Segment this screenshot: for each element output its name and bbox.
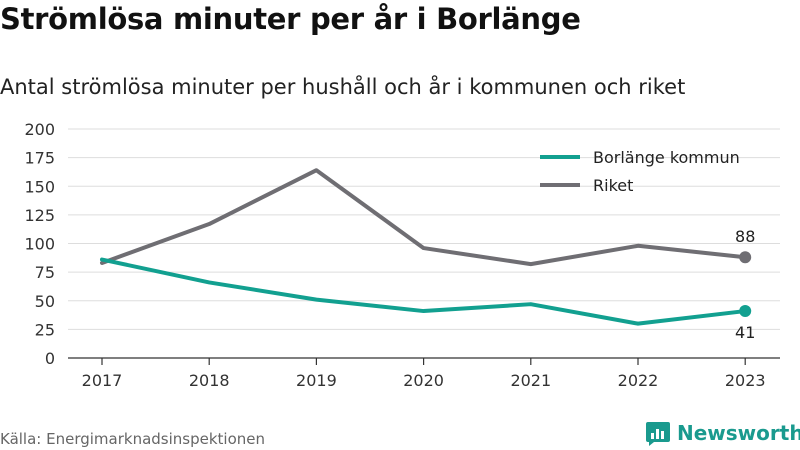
- end-point-marker: [739, 305, 752, 318]
- newsworthy-logo-icon: [646, 422, 670, 446]
- x-axis: 2017 2018 2019 2020 2021 2022 2023: [68, 357, 780, 390]
- y-axis-ticks: 0 25 50 75 100 125 150 175 200: [24, 120, 55, 368]
- end-point-marker: [739, 251, 752, 264]
- x-tick-label: 2019: [296, 371, 337, 390]
- legend-label: Borlänge kommun: [593, 148, 740, 167]
- gridlines: [68, 128, 780, 330]
- series-line-riket: [100, 168, 748, 267]
- legend-label: Riket: [593, 176, 633, 195]
- x-tick-label: 2022: [618, 371, 659, 390]
- y-tick-label: 50: [35, 292, 55, 311]
- y-tick-label: 175: [24, 149, 55, 168]
- chart-title: Strömlösa minuter per år i Borlänge: [0, 2, 581, 36]
- legend: Borlänge kommun Riket: [540, 148, 740, 195]
- y-tick-label: 0: [45, 349, 55, 368]
- y-tick-label: 100: [24, 235, 55, 254]
- chart-subtitle: Antal strömlösa minuter per hushåll och …: [0, 75, 686, 99]
- y-tick-label: 200: [24, 120, 55, 139]
- source-note: Källa: Energimarknadsinspektionen: [0, 430, 266, 448]
- end-value-label: 88: [735, 227, 755, 246]
- y-tick-label: 125: [24, 206, 55, 225]
- y-tick-label: 25: [35, 320, 55, 339]
- series-line-borlange: [100, 257, 748, 326]
- x-tick-label: 2020: [403, 371, 444, 390]
- series-lines: 88 41: [100, 168, 755, 342]
- y-tick-label: 75: [35, 263, 55, 282]
- end-value-label: 41: [735, 323, 755, 342]
- y-tick-label: 150: [24, 177, 55, 196]
- brand-logo: Newsworthy: [645, 420, 800, 446]
- x-tick-label: 2017: [82, 371, 123, 390]
- x-tick-label: 2023: [725, 371, 766, 390]
- x-tick-label: 2018: [189, 371, 230, 390]
- x-tick-label: 2021: [510, 371, 551, 390]
- brand-name: Newsworthy: [677, 421, 800, 445]
